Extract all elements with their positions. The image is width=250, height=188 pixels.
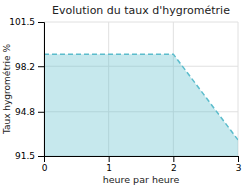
x-axis-title: heure par heure <box>103 174 180 185</box>
plot-area: 0 1 2 3 91.5 94.8 98.2 101.5 <box>9 17 241 173</box>
x-tick: 3 <box>236 156 242 173</box>
tick-label: 0 <box>42 163 48 173</box>
y-axis: 91.5 94.8 98.2 101.5 <box>9 17 44 161</box>
y-axis-title: Taux hygrométrie % <box>2 43 12 135</box>
x-axis: 0 1 2 3 <box>42 156 242 173</box>
axis-line <box>45 157 239 163</box>
tick-label: 94.8 <box>15 107 35 117</box>
grid-line-x <box>238 22 239 156</box>
tick-label: 3 <box>236 163 242 173</box>
chart: 0 1 2 3 91.5 94.8 98.2 101.5 Evolution du taux d… <box>0 0 250 188</box>
tick-label: 91.5 <box>15 151 35 161</box>
tick-mark <box>38 112 44 113</box>
tick-mark <box>38 22 44 23</box>
marks <box>44 54 238 156</box>
line <box>44 54 238 140</box>
tick-mark <box>173 156 174 162</box>
y-tick: 98.2 <box>15 62 44 72</box>
grid <box>44 22 238 156</box>
title: Evolution du taux d'hygrométrie <box>52 4 230 17</box>
y-tick: 94.8 <box>15 107 44 117</box>
tick-mark <box>109 156 110 162</box>
grid-line-y <box>44 22 238 23</box>
area <box>44 54 238 156</box>
x-tick: 1 <box>106 156 112 173</box>
x-tick: 0 <box>42 156 48 173</box>
tick-mark <box>38 66 44 67</box>
tick-label: 98.2 <box>15 62 35 72</box>
tick-label: 101.5 <box>9 17 35 27</box>
y-tick: 101.5 <box>9 17 44 27</box>
tick-mark <box>238 156 239 162</box>
axis-line <box>38 23 45 157</box>
y-tick: 91.5 <box>15 151 44 161</box>
tick-mark <box>38 156 44 157</box>
x-tick: 2 <box>171 156 177 173</box>
tick-label: 2 <box>171 163 177 173</box>
tick-label: 1 <box>106 163 112 173</box>
